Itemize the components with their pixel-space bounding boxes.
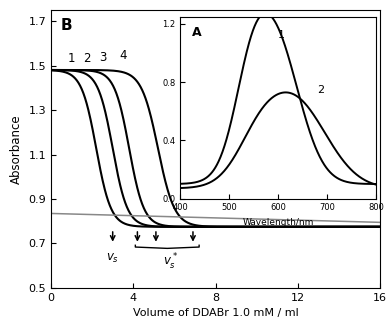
Text: B: B <box>61 18 73 33</box>
Text: 4: 4 <box>119 49 127 62</box>
Text: A: A <box>192 25 202 39</box>
Text: $v_s$: $v_s$ <box>106 252 119 265</box>
Text: 3: 3 <box>99 51 106 64</box>
Text: 2: 2 <box>318 85 325 95</box>
X-axis label: Volume of DDABr 1.0 mM / ml: Volume of DDABr 1.0 mM / ml <box>133 308 298 318</box>
Text: $v_s^*$: $v_s^*$ <box>163 252 178 272</box>
X-axis label: Wavelength/nm: Wavelength/nm <box>243 218 314 227</box>
Text: 1: 1 <box>68 52 75 65</box>
Y-axis label: Absorbance: Absorbance <box>10 114 23 184</box>
Text: 1: 1 <box>278 30 285 40</box>
Text: 2: 2 <box>83 52 91 65</box>
